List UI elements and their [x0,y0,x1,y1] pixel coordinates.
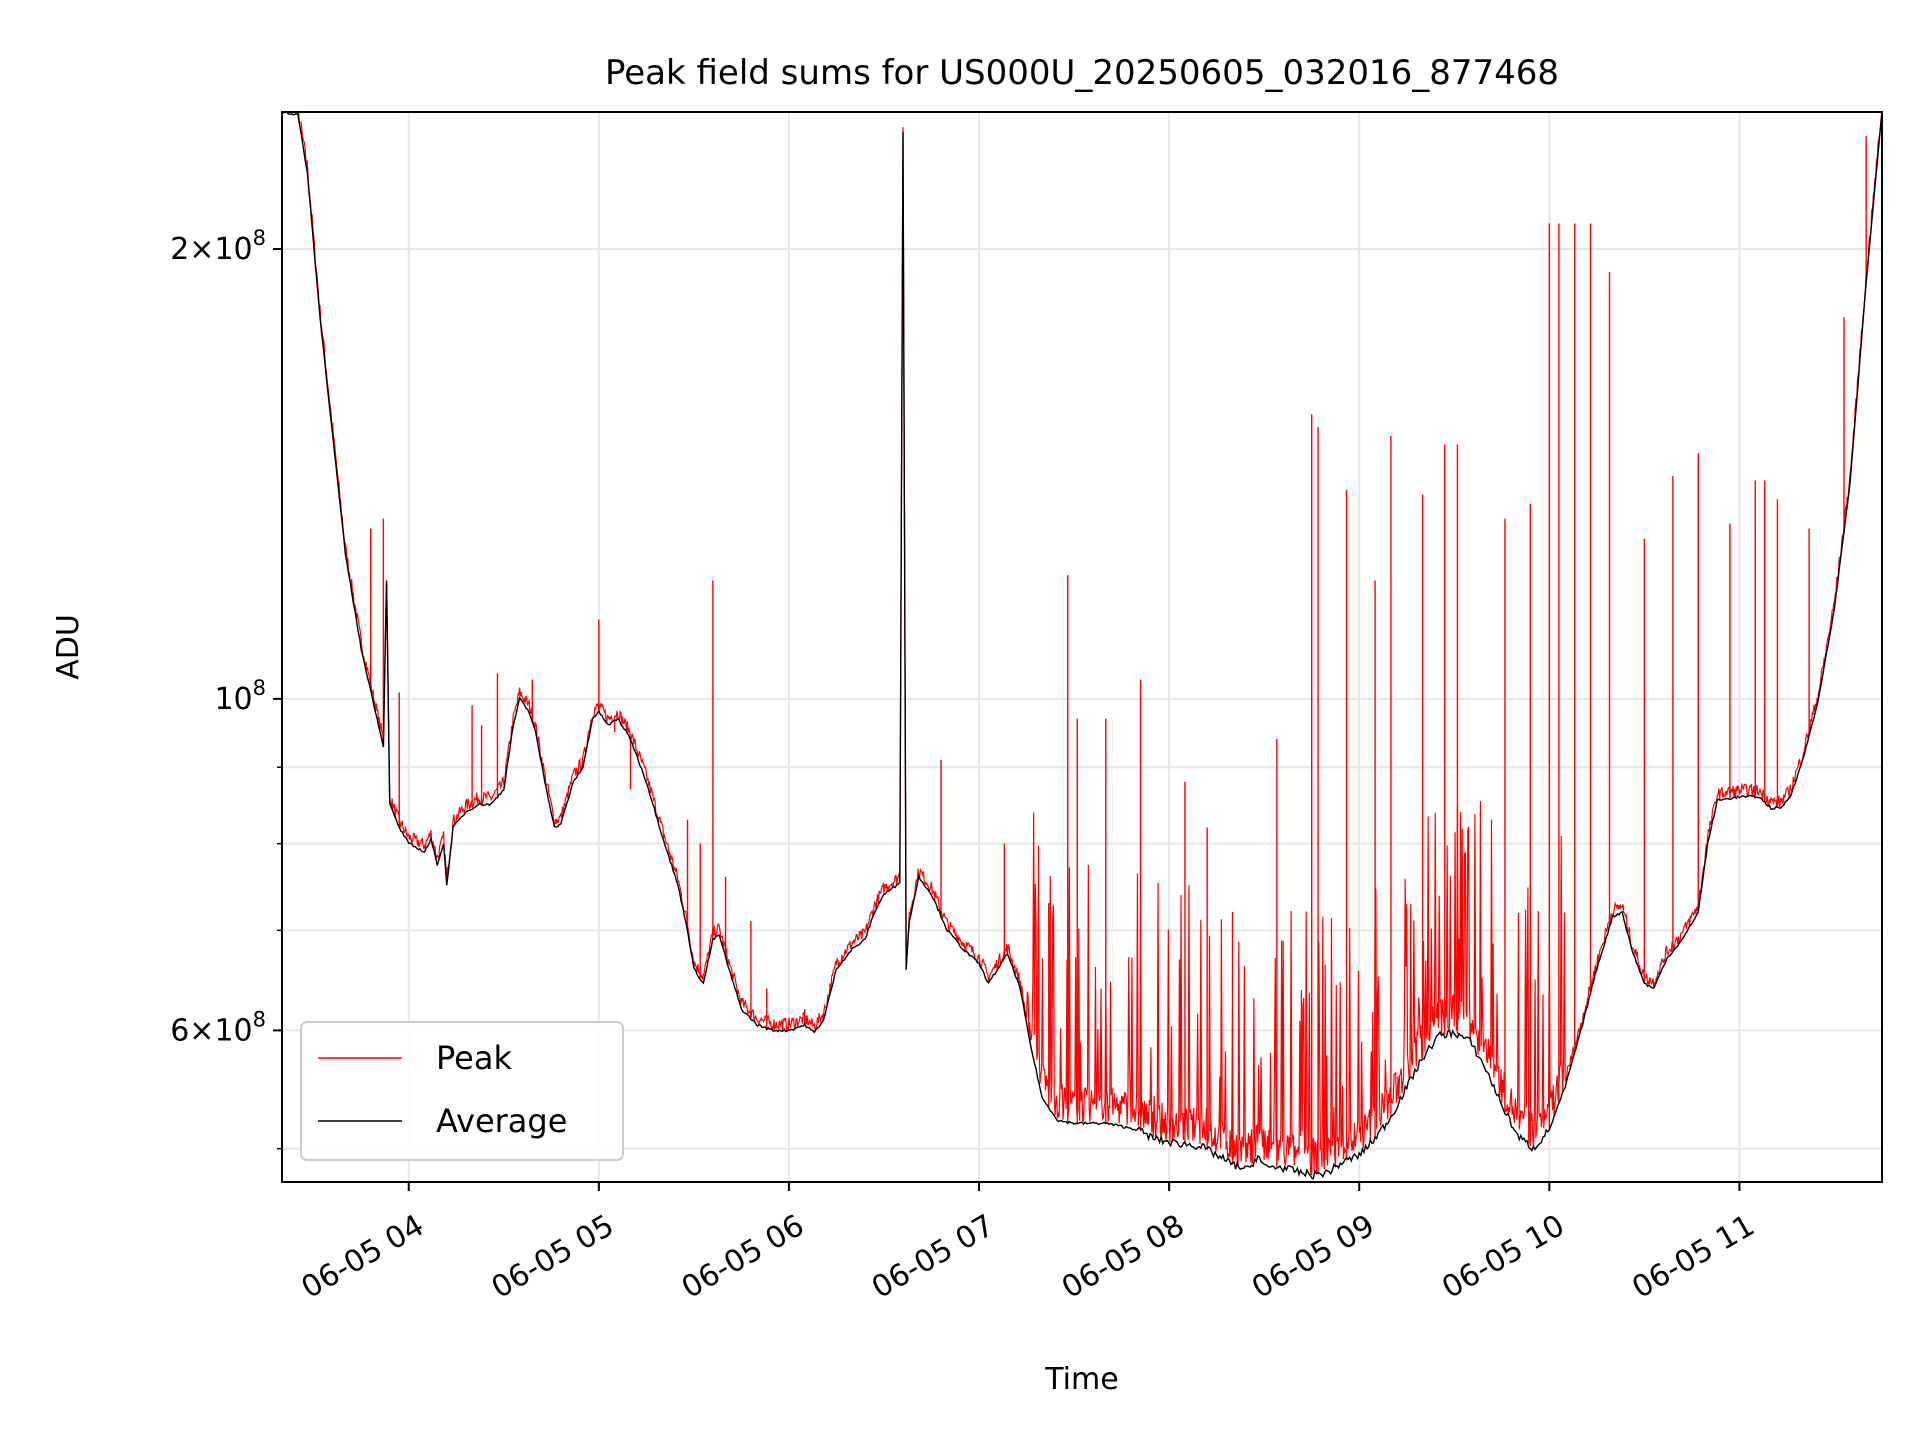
y-axis: 2×108 108 6×108 [170,226,282,1150]
legend-average-label: Average [436,1102,567,1140]
peak-series-line [282,111,1883,1175]
legend: Peak Average [300,1021,624,1161]
axes-frame [281,111,1883,1183]
legend-box [300,1021,624,1161]
x-axis-label: Time [1044,1362,1118,1397]
legend-peak-label: Peak [436,1039,512,1077]
y-axis-label: ADU [51,614,86,680]
average-series-line [281,111,1883,1180]
y-tick-label: 6×108 [170,1007,266,1048]
y-tick-label: 108 [214,676,266,717]
y-tick-label: 2×108 [170,226,266,267]
plot-area [281,111,1883,1180]
chart-title: Peak field sums for US000U_20250605_0320… [605,53,1559,93]
